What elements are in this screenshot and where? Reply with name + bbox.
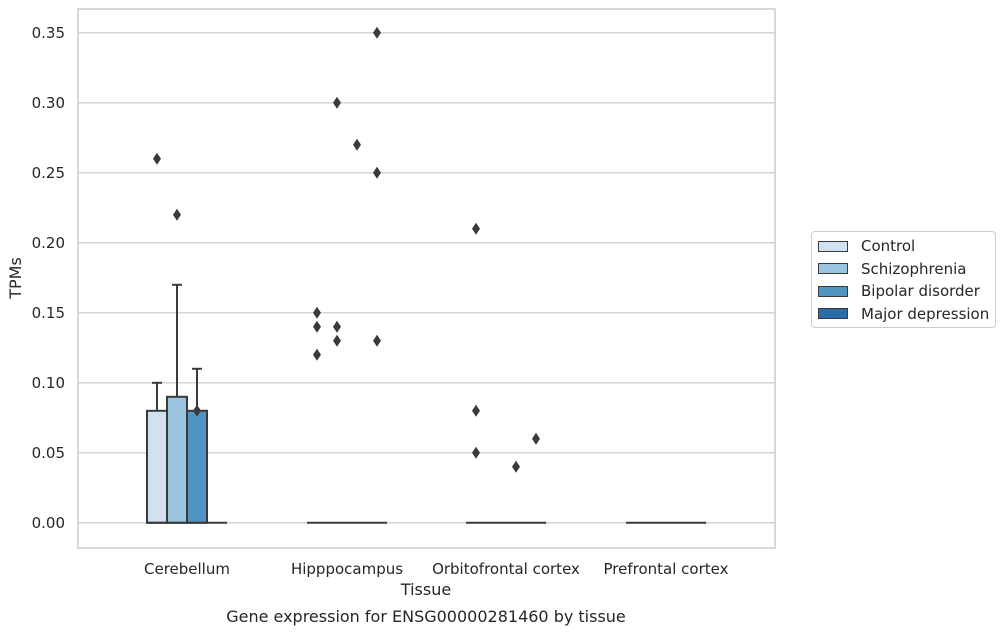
y-tick-label: 0.15 (32, 304, 65, 322)
box-group (166, 208, 188, 524)
x-axis-title: Tissue (400, 580, 451, 599)
outlier-point (153, 152, 161, 165)
box-group (146, 152, 168, 524)
outlier-point (512, 460, 520, 473)
outlier-point (313, 320, 321, 333)
legend-swatch-major-depression (818, 308, 848, 320)
outlier-point (193, 404, 201, 417)
x-tick-label: Cerebellum (144, 560, 230, 578)
box-group (347, 138, 367, 524)
outlier-point (313, 348, 321, 361)
y-tick-label: 0.20 (32, 234, 65, 252)
y-tick-labels: 0.00 0.05 0.10 0.15 0.20 0.25 0.30 0.35 (32, 24, 65, 532)
legend-item-schizophrenia: Schizophrenia (812, 258, 995, 281)
box-group (466, 222, 486, 524)
legend-label-control: Control (861, 237, 916, 256)
y-tick-label: 0.25 (32, 164, 65, 182)
legend-label-schizophrenia: Schizophrenia (861, 259, 967, 278)
legend-item-bipolar-disorder: Bipolar disorder (812, 280, 995, 303)
outlier-point (472, 446, 480, 459)
outlier-point (472, 404, 480, 417)
outlier-point (333, 334, 341, 347)
outlier-point (333, 96, 341, 109)
outlier-point (532, 432, 540, 445)
x-tick-labels: Cerebellum Hipppocampus Orbitofrontal cort… (144, 560, 729, 578)
legend-swatch-bipolar-disorder (818, 285, 848, 297)
outlier-point (333, 320, 341, 333)
y-axis-title: TPMs (6, 257, 25, 300)
box-group (307, 306, 327, 524)
box (186, 409, 208, 524)
x-tick-label: Prefrontal cortex (604, 560, 729, 578)
legend-item-control: Control (812, 235, 995, 258)
box (166, 395, 188, 524)
box-group (506, 460, 526, 524)
y-tick-label: 0.05 (32, 444, 65, 462)
y-tick-label: 0.10 (32, 374, 65, 392)
legend-swatch-schizophrenia (818, 263, 848, 275)
box (146, 409, 168, 524)
chart-title: Gene expression for ENSG00000281460 by t… (226, 607, 626, 626)
plot-frame (77, 8, 776, 549)
box-group (526, 432, 546, 524)
box-group (186, 367, 208, 524)
legend-item-major-depression: Major depression (812, 303, 995, 326)
outlier-point (313, 306, 321, 319)
x-tick-label: Orbitofrontal cortex (432, 560, 580, 578)
outlier-point (373, 334, 381, 347)
legend: Control Schizophrenia Bipolar disorder M… (811, 231, 996, 328)
box-group (367, 26, 387, 524)
y-tick-label: 0.00 (32, 514, 65, 532)
outlier-point (173, 208, 181, 221)
legend-swatch-control (818, 240, 848, 252)
outlier-point (353, 138, 361, 151)
legend-label-major-depression: Major depression (861, 304, 990, 323)
box-group (327, 96, 347, 524)
legend-label-bipolar-disorder: Bipolar disorder (861, 282, 980, 301)
outlier-point (373, 26, 381, 39)
outlier-point (373, 166, 381, 179)
y-tick-label: 0.30 (32, 94, 65, 112)
x-tick-label: Hipppocampus (291, 560, 403, 578)
y-tick-label: 0.35 (32, 24, 65, 42)
box-marks (146, 26, 706, 524)
outlier-point (472, 222, 480, 235)
